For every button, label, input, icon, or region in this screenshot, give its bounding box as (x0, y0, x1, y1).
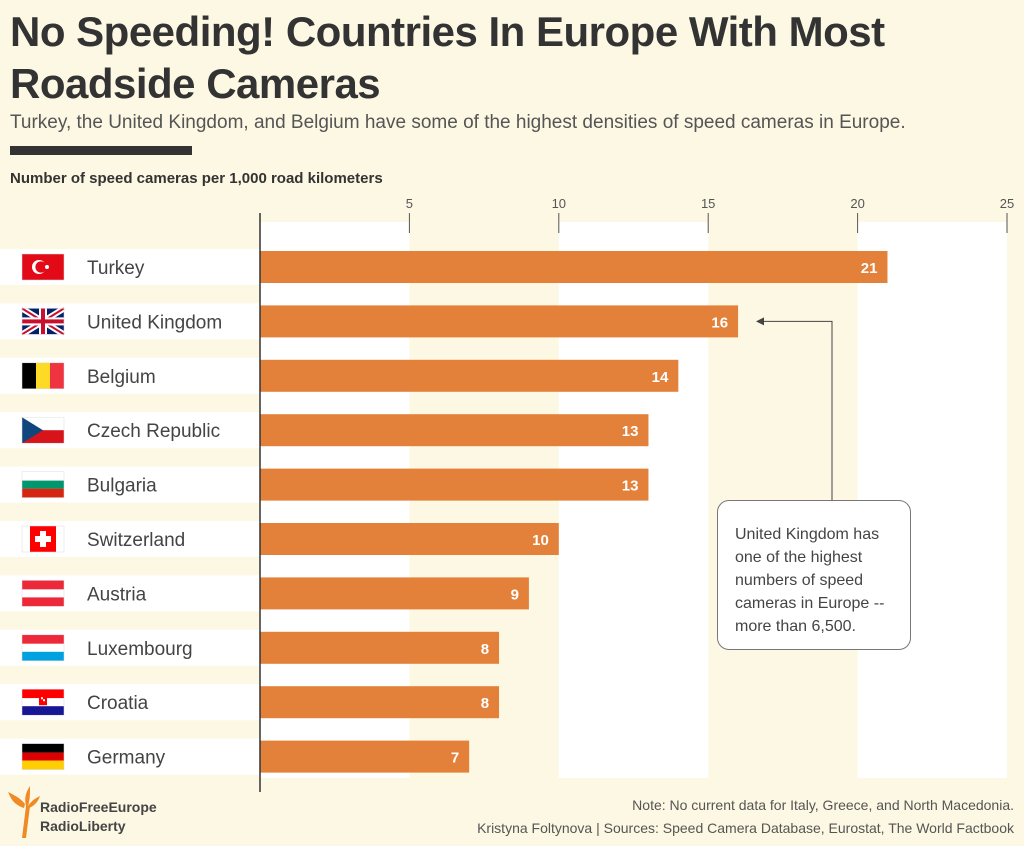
x-tick-label: 25 (1000, 196, 1014, 211)
flag-austria-icon (22, 580, 64, 607)
bar-value-label: 8 (481, 695, 489, 712)
flag-bulgaria-icon (22, 471, 64, 498)
flag-switzerland-icon (30, 526, 56, 552)
category-label: Belgium (87, 367, 156, 388)
flag-turkey-icon (22, 254, 64, 280)
flag-border (21, 634, 65, 662)
bar-value-label: 14 (652, 369, 669, 386)
bar (260, 523, 559, 555)
logo-line-1: RadioFreeEurope (40, 799, 157, 815)
annotation-arrow (762, 320, 833, 500)
bar-value-label: 10 (532, 532, 549, 549)
flag-luxembourg-icon (22, 634, 64, 661)
bar-value-label: 7 (451, 750, 459, 767)
x-tick-label: 10 (552, 196, 566, 211)
flag-border (21, 471, 65, 498)
chart-title: No Speeding! Countries In Europe With Mo… (10, 8, 885, 107)
flag-uk-icon (20, 305, 66, 337)
bar (260, 305, 739, 338)
category-label: Germany (87, 748, 166, 769)
x-axis-label: Number of speed cameras per 1,000 road k… (10, 170, 383, 187)
arrowhead-icon (756, 317, 764, 326)
flag-germany-icon (22, 743, 64, 770)
category-label: Bulgaria (87, 476, 157, 497)
rferl-logo-icon (8, 786, 40, 838)
annotation-box: United Kingdom has one of the highest nu… (717, 500, 911, 650)
chart-subtitle: Turkey, the United Kingdom, and Belgium … (10, 112, 906, 133)
flag-border (21, 362, 65, 390)
category-label: Switzerland (87, 530, 185, 551)
category-label: Turkey (87, 258, 145, 279)
flag-border (21, 688, 65, 716)
category-label: Austria (87, 584, 147, 605)
bar (260, 468, 649, 501)
bar-value-label: 21 (861, 260, 878, 277)
title-rule (10, 146, 192, 155)
flag-belgium-icon (22, 362, 64, 389)
credits-text: Kristyna Foltynova | Sources: Speed Came… (477, 820, 1014, 836)
category-label: Luxembourg (87, 639, 193, 660)
category-label: Czech Republic (87, 421, 220, 442)
bar-value-label: 13 (622, 423, 639, 440)
x-tick-label: 15 (701, 196, 715, 211)
bar-value-label: 16 (711, 314, 728, 331)
flag-border (21, 416, 65, 444)
flag-czech-icon (22, 417, 64, 444)
bar (260, 740, 470, 773)
rferl-logo-text: RadioFreeEurope RadioLiberty (40, 798, 157, 836)
flag-border (21, 580, 65, 607)
bar-value-label: 9 (511, 586, 519, 603)
bar (260, 577, 529, 610)
bar (260, 251, 888, 283)
bar-value-label: 8 (481, 641, 489, 658)
flag-border (21, 525, 65, 553)
bar (260, 359, 679, 392)
x-tick-label: 5 (406, 196, 413, 211)
logo-line-2: RadioLiberty (40, 818, 126, 834)
bar-value-label: 13 (622, 478, 639, 495)
bar (260, 414, 649, 447)
flag-border (21, 253, 65, 281)
bar (260, 631, 500, 664)
flag-croatia-icon (22, 689, 64, 716)
note-text: Note: No current data for Italy, Greece,… (632, 797, 1014, 813)
category-label: United Kingdom (87, 312, 222, 333)
bar (260, 686, 500, 719)
category-label: Croatia (87, 693, 149, 714)
x-tick-label: 20 (850, 196, 864, 211)
footer-note: Note: No current data for Italy, Greece,… (477, 794, 1014, 840)
flag-border (21, 308, 65, 335)
flag-border (21, 743, 65, 770)
